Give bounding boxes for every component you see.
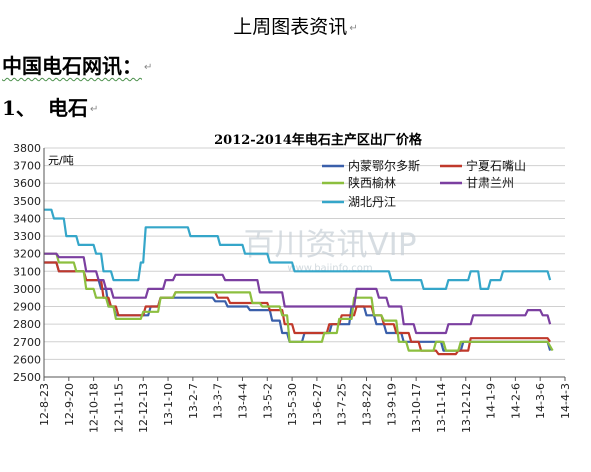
chart-series: [44, 208, 554, 356]
y-tick-label: 2500: [13, 371, 41, 384]
chart-title: 2012-2014年电石主产区出厂价格: [214, 132, 423, 148]
x-tick-label: 13-5-2: [261, 383, 274, 419]
section-number: 1、: [2, 96, 36, 120]
x-tick-label: 13-9-19: [385, 383, 398, 426]
x-tick-label: 13-1-10: [162, 383, 175, 426]
x-tick-label: 12-12-13: [137, 383, 150, 433]
x-tick-label: 13-4-4: [236, 383, 249, 419]
chart-watermark: 百川资讯VIP: [243, 227, 416, 263]
x-tick-label: 14-3-6: [534, 383, 547, 419]
y-tick-label: 3100: [13, 265, 41, 278]
series-line-5: [44, 208, 552, 290]
x-tick-label: 14-2-6: [509, 383, 522, 419]
y-tick-label: 2900: [13, 301, 41, 314]
chart-watermark-url: www.baiinfo.com: [287, 263, 372, 274]
y-tick-label: 3500: [13, 195, 41, 208]
x-tick-label: 13-6-27: [311, 383, 324, 426]
y-tick-label: 3000: [13, 283, 41, 296]
x-tick-label: 13-5-30: [286, 383, 299, 426]
x-tick-label: 13-7-25: [336, 383, 349, 426]
x-tick-label: 13-12-12: [460, 383, 473, 433]
legend-label: 甘肃兰州: [466, 176, 514, 190]
news-heading: 中国电石网讯： ↵: [2, 54, 153, 78]
y-tick-label: 3300: [13, 230, 41, 243]
x-tick-label: 13-8-22: [361, 383, 374, 426]
y-tick-label: 3400: [13, 212, 41, 225]
chart-axes: 2500 2600 2700 2800 2900 3000 3100 3200 3300 3400…: [13, 142, 572, 433]
x-tick-label: 14-4-3: [559, 383, 572, 419]
section-title: 电石: [48, 96, 88, 120]
price-chart-svg: 百川资讯VIP www.baiinfo.com 2500 2600 2700 2800…: [13, 132, 572, 433]
y-tick-label: 2600: [13, 353, 41, 366]
legend-label: 内蒙鄂尔多斯: [348, 158, 420, 173]
x-tick-label: 12-10-18: [88, 383, 101, 433]
x-tick-label: 12-8-23: [38, 383, 51, 426]
legend-label: 宁夏石嘴山: [466, 158, 526, 173]
x-tick-label: 13-10-17: [410, 383, 423, 433]
x-tick-label: 13-2-7: [187, 383, 200, 419]
y-tick-label: 3600: [13, 177, 41, 190]
x-tick-label: 12-11-15: [112, 383, 125, 433]
x-tick-label: 14-1-9: [485, 383, 498, 419]
y-tick-label: 2800: [13, 318, 41, 331]
y-tick-label: 2700: [13, 336, 41, 349]
price-chart: 百川资讯VIP www.baiinfo.com 2500 2600 2700 2800…: [0, 123, 591, 472]
y-axis-unit-label: 元/吨: [48, 154, 74, 167]
legend-label: 陕西榆林: [348, 175, 396, 190]
series-line-2: [44, 261, 552, 356]
legend-label: 湖北丹江: [348, 194, 396, 209]
section-heading: 1、 电石 ↵: [2, 92, 98, 121]
y-tick-label: 3700: [13, 160, 41, 173]
x-tick-label: 13-3-7: [212, 383, 225, 419]
y-tick-label: 3200: [13, 248, 41, 261]
x-tick-label: 12-9-20: [63, 383, 76, 426]
series-line-3: [44, 252, 554, 352]
series-line-4: [44, 252, 552, 335]
document-title: 上周图表资讯 ↵: [233, 16, 358, 38]
y-tick-label: 3800: [13, 142, 41, 155]
x-tick-label: 13-11-14: [435, 383, 448, 433]
